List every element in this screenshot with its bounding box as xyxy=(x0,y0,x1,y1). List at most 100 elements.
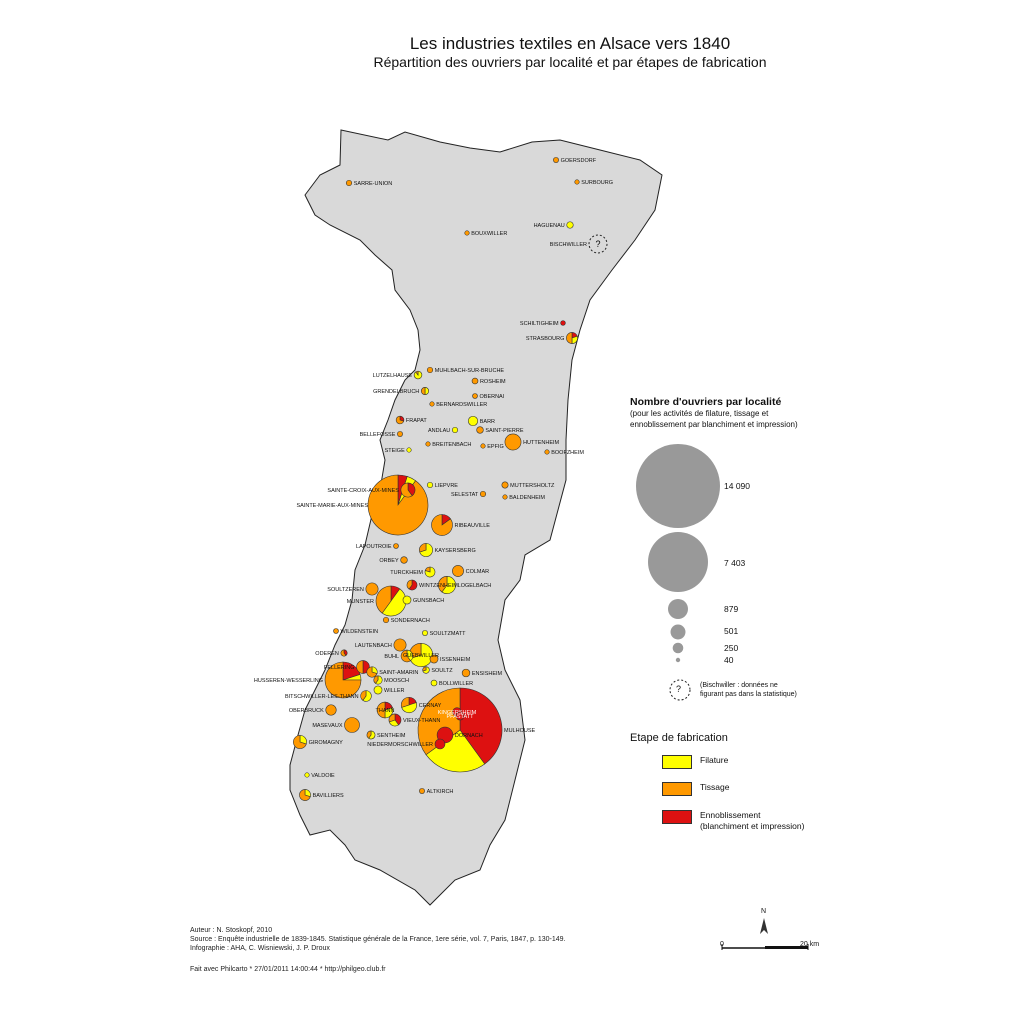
locality-haguenau xyxy=(566,221,574,229)
tissage-slice xyxy=(504,433,522,451)
tissage-slice xyxy=(344,717,360,733)
label-masevaux: MASEVAUX xyxy=(312,723,342,729)
tissage-slice xyxy=(400,649,411,663)
locality-bavilliers xyxy=(299,789,311,801)
map-title: Les industries textiles en Alsace vers 1… xyxy=(409,34,731,53)
locality-selestat xyxy=(479,490,487,498)
tissage-slice xyxy=(566,332,573,344)
tissage-slice xyxy=(415,370,419,376)
label-soultzmatt: SOULTZMATT xyxy=(430,631,466,637)
label-munster: MUNSTER xyxy=(347,599,374,605)
tissage-slice xyxy=(382,616,390,624)
locality-grendelbruch xyxy=(420,386,430,396)
locality-steige xyxy=(406,447,412,453)
label-logelbach: LOGELBACH xyxy=(458,583,492,589)
label-sarre-union: SARRE-UNION xyxy=(354,181,393,187)
credit-made-with: Fait avec Philcarto * 27/01/2011 14:00:4… xyxy=(190,966,386,973)
unknown-data-symbol xyxy=(588,234,608,254)
swatch-ennoblissement xyxy=(662,810,692,824)
label-turckheim: TURCKHEIM xyxy=(390,570,423,576)
label-wildenstein: WILDENSTEIN xyxy=(341,629,379,635)
label-strasbourg: STRASBOURG xyxy=(526,336,565,342)
label-valdoie: VALDOIE xyxy=(311,773,335,779)
locality-strasbourg xyxy=(566,332,578,344)
label-soultz: SOULTZ xyxy=(431,668,453,674)
locality-thann xyxy=(376,701,394,719)
tissage-slice xyxy=(431,514,453,536)
label-kaysersberg: KAYSERSBERG xyxy=(435,548,476,554)
tissage-slice xyxy=(400,482,413,498)
locality-willer xyxy=(373,685,383,695)
legend-circle-250 xyxy=(672,642,684,654)
legend-circle-879 xyxy=(668,599,688,619)
label-barr: BARR xyxy=(480,419,495,425)
filature-slice xyxy=(368,730,376,740)
tissage-slice xyxy=(400,556,408,564)
scale-bar-fill xyxy=(765,946,808,949)
legend-note-symbol: ? xyxy=(676,684,682,694)
label-mulhouse: MULHOUSE xyxy=(504,728,536,734)
label-obernai: OBERNAI xyxy=(480,394,505,400)
legend-circle-40 xyxy=(675,657,681,663)
tissage-slice xyxy=(502,494,508,500)
label-wintzenheim: WINTZENHEIM xyxy=(419,583,458,589)
tissage-slice xyxy=(360,690,367,701)
locality-giromagny xyxy=(293,735,307,749)
north-label: N xyxy=(761,908,767,915)
legend-circle-7403 xyxy=(648,532,708,592)
swatch-tissage xyxy=(662,782,692,796)
label-guebwiller: GUEBWILLER xyxy=(403,653,439,659)
tissage-slice xyxy=(324,661,362,699)
label-kingersheim: KINGERSHEIM xyxy=(438,710,477,716)
tissage-slice xyxy=(553,157,559,163)
tissage-slice xyxy=(464,230,470,236)
tissage-slice xyxy=(419,543,427,553)
locality-turckheim xyxy=(424,566,436,578)
scale-start: 0 xyxy=(720,941,724,948)
label-altkirch: ALTKIRCH xyxy=(427,789,454,795)
label-cernay: CERNAY xyxy=(419,703,442,709)
tissage-slice xyxy=(461,668,471,678)
map-subtitle: Répartition des ouvriers par localité et… xyxy=(373,54,767,70)
unknown-data-mark: ? xyxy=(596,239,601,249)
label-bellefosse: BELLEFOSSE xyxy=(360,432,396,438)
locality-oberbruck xyxy=(325,704,337,716)
locality-niedermorschwiller xyxy=(434,738,446,750)
label-issenheim: ISSENHEIM xyxy=(440,657,471,663)
label-liepvre: LIEPVRE xyxy=(435,483,459,489)
tissage-slice xyxy=(325,704,337,716)
locality-colmar xyxy=(452,565,464,577)
label-boofzheim: BOOFZHEIM xyxy=(551,450,584,456)
filature-slice xyxy=(373,685,383,695)
tissage-slice xyxy=(429,654,439,664)
tissage-slice xyxy=(340,649,347,657)
tissage-slice xyxy=(395,415,405,425)
legend-stage-title: Etape de fabrication xyxy=(630,732,728,744)
label-huttenheim: HUTTENHEIM xyxy=(523,440,559,446)
tissage-slice xyxy=(420,386,426,396)
label-bouxwiller: BOUXWILLER xyxy=(471,231,507,237)
locality-huttenheim xyxy=(504,433,522,451)
label-lautenbach: LAUTENBACH xyxy=(355,643,392,649)
locality-breitenbach xyxy=(425,441,431,447)
ennoblissement-slice xyxy=(459,687,503,765)
label-fellering: FELLERING xyxy=(324,665,355,671)
label-bernardswiller: BERNARDSWILLER xyxy=(436,402,487,408)
tissage-slice xyxy=(406,579,413,590)
legend-size-label-1: 14 090 xyxy=(724,481,750,491)
locality-bernardswiller xyxy=(429,401,435,407)
label-orbey: ORBEY xyxy=(379,558,399,564)
locality-sainte-croix-aux-mines xyxy=(400,482,416,498)
label-saint-pierre: SAINT-PIERRE xyxy=(485,428,524,434)
label-rosheim: ROSHEIM xyxy=(480,379,506,385)
locality-sarre-union xyxy=(345,179,353,187)
tissage-slice xyxy=(299,789,311,801)
locality-boofzheim xyxy=(544,449,550,455)
locality-rosheim xyxy=(471,377,479,385)
locality-bischwiller: ? xyxy=(588,234,608,254)
filature-slice xyxy=(375,675,383,685)
locality-ribeauville xyxy=(431,514,453,536)
locality-goersdorf xyxy=(553,157,559,163)
legend-size-label-4: 501 xyxy=(724,626,739,636)
